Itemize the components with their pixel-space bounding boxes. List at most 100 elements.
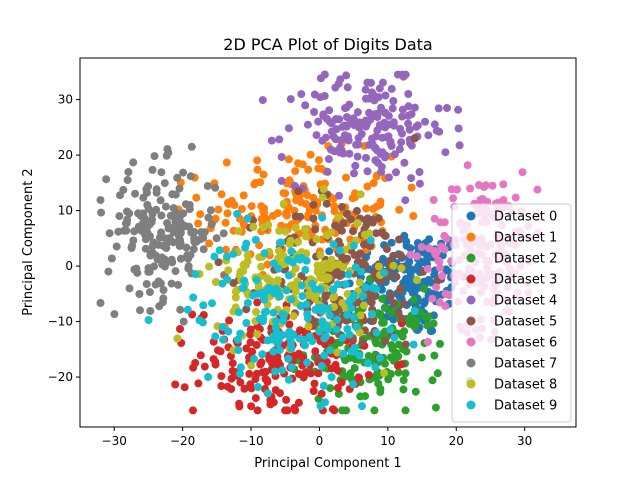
data-point bbox=[231, 293, 240, 302]
data-point bbox=[217, 372, 226, 381]
data-point bbox=[432, 283, 441, 292]
data-point bbox=[316, 74, 325, 83]
data-point bbox=[278, 366, 287, 375]
data-point bbox=[242, 319, 251, 327]
data-point bbox=[249, 222, 258, 231]
data-point bbox=[176, 325, 184, 333]
data-point bbox=[291, 212, 300, 221]
legend: Dataset 0 Dataset 1 Dataset 2 Dataset 3 Data… bbox=[451, 203, 572, 423]
data-point bbox=[364, 371, 373, 379]
data-point bbox=[353, 219, 362, 228]
data-point bbox=[263, 260, 272, 269]
data-point bbox=[291, 223, 300, 232]
data-point bbox=[296, 326, 304, 335]
data-point bbox=[352, 322, 361, 331]
data-point bbox=[284, 155, 293, 164]
data-point bbox=[183, 305, 192, 314]
data-point bbox=[223, 209, 232, 218]
data-point bbox=[262, 307, 271, 316]
data-point bbox=[376, 384, 385, 393]
data-point bbox=[209, 355, 218, 364]
data-point bbox=[395, 329, 404, 338]
data-point bbox=[355, 373, 363, 382]
data-point bbox=[269, 308, 278, 317]
data-point bbox=[379, 78, 387, 87]
data-point bbox=[372, 285, 381, 294]
data-point bbox=[176, 305, 185, 314]
x-tick-label: 20 bbox=[449, 434, 464, 448]
data-point bbox=[329, 293, 338, 302]
data-point bbox=[285, 240, 294, 249]
data-point bbox=[243, 214, 252, 223]
data-point bbox=[279, 189, 288, 198]
data-point bbox=[185, 201, 194, 209]
data-point bbox=[191, 270, 200, 279]
data-point bbox=[247, 361, 256, 370]
data-point bbox=[294, 398, 303, 407]
legend-marker bbox=[466, 358, 476, 368]
data-point bbox=[392, 168, 400, 177]
data-point bbox=[250, 354, 258, 363]
data-point bbox=[371, 144, 380, 153]
data-point bbox=[411, 387, 420, 396]
legend-label: Dataset 8 bbox=[494, 378, 557, 393]
data-point bbox=[361, 85, 370, 94]
data-point bbox=[189, 406, 197, 415]
data-point bbox=[389, 97, 398, 105]
data-point bbox=[402, 237, 411, 246]
data-point bbox=[374, 158, 382, 167]
data-point bbox=[342, 173, 350, 182]
data-point bbox=[291, 351, 300, 360]
data-point bbox=[338, 406, 347, 415]
data-point bbox=[423, 265, 432, 273]
data-point bbox=[286, 95, 295, 104]
data-point bbox=[399, 385, 408, 394]
data-point bbox=[410, 295, 418, 304]
legend-label: Dataset 1 bbox=[494, 231, 557, 246]
data-point bbox=[398, 112, 407, 121]
data-point bbox=[221, 245, 230, 254]
x-axis-label: Principal Component 1 bbox=[254, 456, 401, 471]
data-point bbox=[277, 153, 286, 161]
data-point bbox=[171, 267, 180, 276]
data-point bbox=[409, 212, 418, 220]
data-point bbox=[269, 259, 278, 268]
data-point bbox=[124, 168, 133, 176]
data-point bbox=[310, 108, 319, 116]
data-point bbox=[259, 314, 268, 323]
y-tick-label: 30 bbox=[58, 93, 73, 107]
data-point bbox=[344, 270, 353, 279]
data-point bbox=[321, 398, 329, 407]
data-point bbox=[388, 104, 397, 113]
data-point bbox=[433, 369, 442, 378]
data-point bbox=[265, 283, 274, 292]
data-point bbox=[274, 264, 283, 273]
data-point bbox=[233, 209, 242, 218]
data-point bbox=[210, 252, 219, 261]
data-point bbox=[399, 376, 408, 385]
data-point bbox=[194, 379, 203, 388]
data-point bbox=[358, 338, 367, 346]
y-tick-label: 10 bbox=[58, 204, 73, 218]
data-point bbox=[173, 173, 182, 182]
data-point bbox=[428, 376, 437, 385]
data-point bbox=[276, 389, 284, 398]
data-point bbox=[274, 246, 283, 255]
data-point bbox=[253, 298, 262, 307]
data-point bbox=[400, 158, 409, 167]
x-tick-label: 30 bbox=[517, 434, 532, 448]
legend-marker bbox=[466, 253, 476, 263]
data-point bbox=[225, 316, 234, 325]
data-point bbox=[129, 158, 138, 167]
data-point bbox=[327, 127, 336, 136]
data-point bbox=[397, 264, 406, 273]
data-point bbox=[253, 330, 262, 339]
data-point bbox=[376, 310, 385, 319]
data-point bbox=[173, 224, 182, 233]
data-point bbox=[398, 105, 407, 114]
data-point bbox=[136, 306, 144, 315]
data-point bbox=[219, 229, 228, 238]
legend-marker bbox=[466, 232, 476, 242]
data-point bbox=[302, 256, 311, 265]
